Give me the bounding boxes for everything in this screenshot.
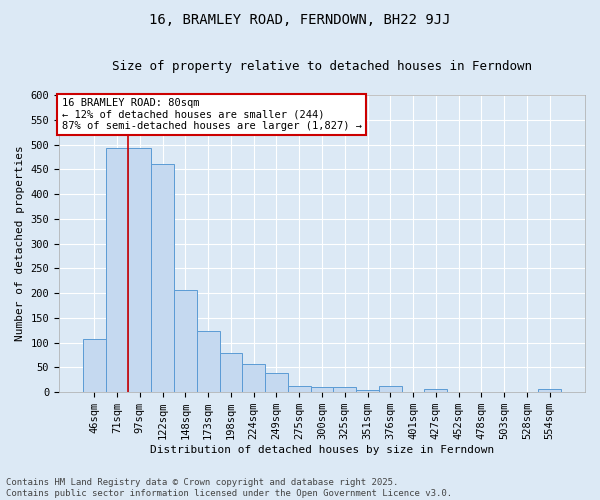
X-axis label: Distribution of detached houses by size in Ferndown: Distribution of detached houses by size …	[150, 445, 494, 455]
Bar	[288, 386, 311, 392]
Bar	[311, 388, 334, 392]
Bar	[379, 386, 402, 392]
Bar	[128, 148, 151, 392]
Bar	[83, 339, 106, 392]
Bar	[220, 352, 242, 392]
Y-axis label: Number of detached properties: Number of detached properties	[15, 146, 25, 342]
Title: Size of property relative to detached houses in Ferndown: Size of property relative to detached ho…	[112, 60, 532, 73]
Bar	[151, 164, 174, 392]
Bar	[334, 388, 356, 392]
Text: Contains HM Land Registry data © Crown copyright and database right 2025.
Contai: Contains HM Land Registry data © Crown c…	[6, 478, 452, 498]
Text: 16 BRAMLEY ROAD: 80sqm
← 12% of detached houses are smaller (244)
87% of semi-de: 16 BRAMLEY ROAD: 80sqm ← 12% of detached…	[62, 98, 362, 131]
Bar	[106, 148, 128, 392]
Bar	[242, 364, 265, 392]
Bar	[197, 332, 220, 392]
Bar	[538, 389, 561, 392]
Bar	[356, 390, 379, 392]
Text: 16, BRAMLEY ROAD, FERNDOWN, BH22 9JJ: 16, BRAMLEY ROAD, FERNDOWN, BH22 9JJ	[149, 12, 451, 26]
Bar	[174, 290, 197, 392]
Bar	[424, 389, 447, 392]
Bar	[265, 374, 288, 392]
